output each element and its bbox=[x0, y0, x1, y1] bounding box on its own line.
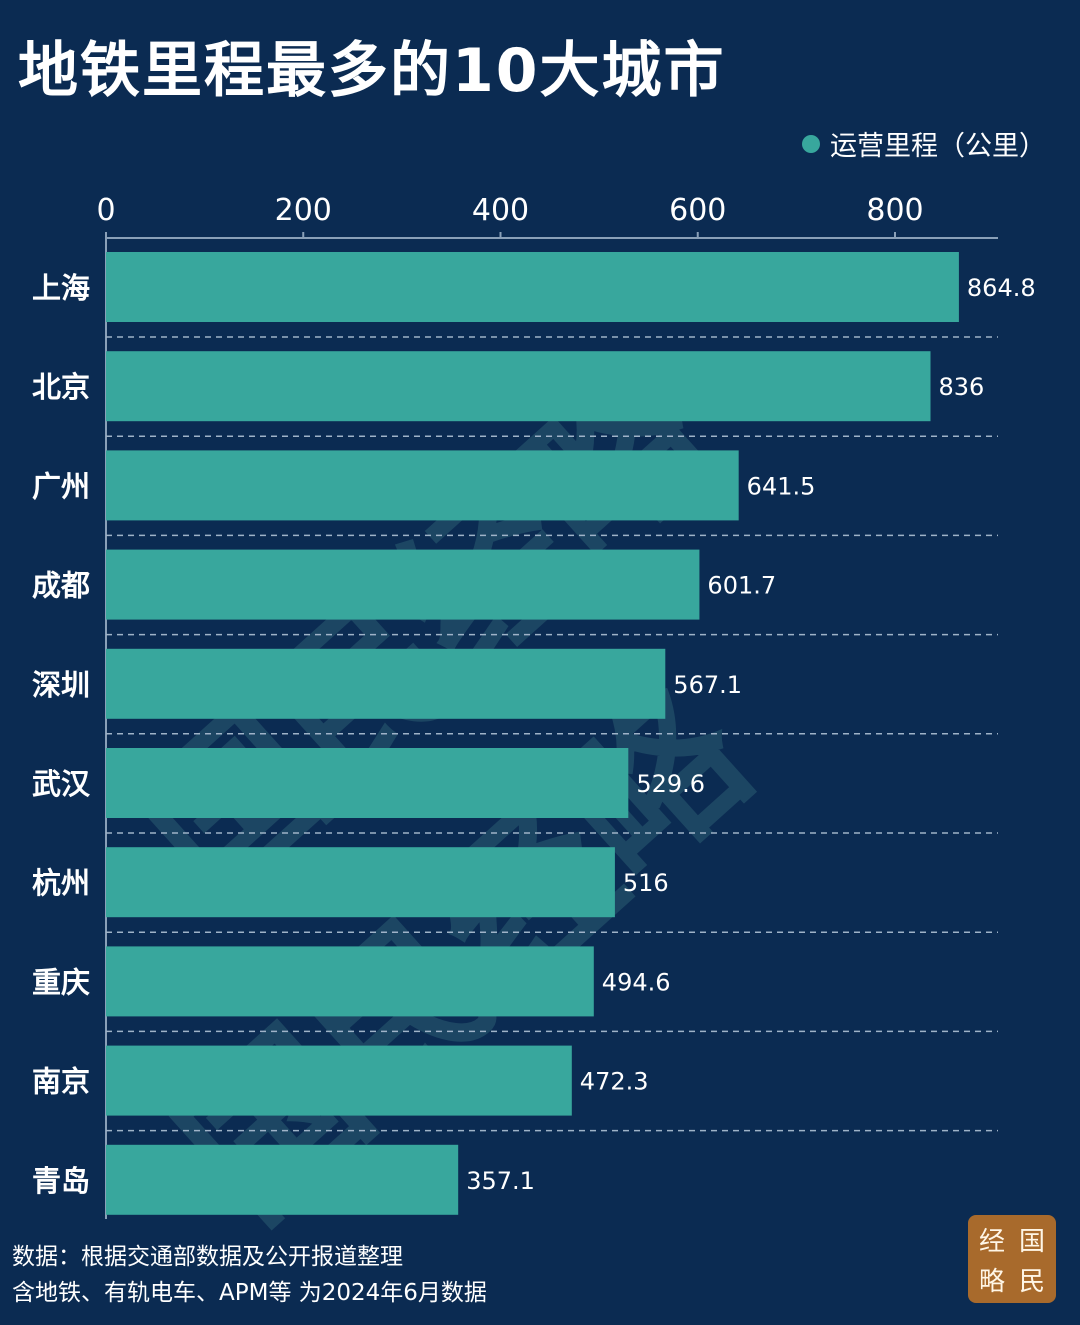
legend-swatch bbox=[802, 134, 820, 153]
value-label: 601.7 bbox=[707, 572, 776, 600]
category-label: 武汉 bbox=[32, 767, 91, 801]
category-label: 上海 bbox=[32, 271, 90, 305]
stamp-char: 略 bbox=[978, 1266, 1005, 1297]
category-label: 青岛 bbox=[32, 1164, 90, 1198]
x-tick-label: 400 bbox=[472, 193, 529, 228]
value-label: 529.6 bbox=[636, 770, 705, 798]
x-tick-label: 800 bbox=[866, 193, 923, 228]
value-label: 472.3 bbox=[580, 1068, 649, 1096]
bar bbox=[106, 1144, 459, 1215]
chart-title: 地铁里程最多的10大城市 bbox=[18, 36, 726, 106]
bar bbox=[106, 847, 615, 918]
value-label: 516 bbox=[623, 869, 669, 897]
x-tick-label: 600 bbox=[669, 193, 726, 228]
brand-stamp: 经 国 略 民 bbox=[968, 1215, 1056, 1303]
stamp-char: 经 bbox=[978, 1226, 1005, 1257]
legend-label: 运营里程（公里） bbox=[830, 131, 1046, 162]
x-tick-label: 200 bbox=[275, 193, 332, 228]
value-label: 357.1 bbox=[466, 1167, 535, 1195]
footer-note: 含地铁、有轨电车、APM等 为2024年6月数据 bbox=[12, 1280, 487, 1306]
bar-chart: 0 200 400 600 800 上海 864.8 北京 836 广州 641.5 成都 601.7 深… bbox=[32, 193, 1036, 1219]
footer: 数据：根据交通部数据及公开报道整理 含地铁、有轨电车、APM等 为2024年6月… bbox=[12, 1239, 487, 1311]
value-label: 864.8 bbox=[967, 274, 1036, 302]
bar bbox=[106, 252, 959, 322]
stamp-char: 国 bbox=[1018, 1226, 1045, 1257]
bar bbox=[106, 450, 739, 521]
bar bbox=[106, 648, 666, 719]
category-label: 南京 bbox=[32, 1065, 90, 1099]
bar bbox=[106, 351, 931, 422]
category-label: 广州 bbox=[32, 469, 90, 503]
bar bbox=[106, 946, 594, 1017]
value-label: 641.5 bbox=[747, 472, 816, 500]
stamp-char: 民 bbox=[1018, 1266, 1045, 1297]
value-label: 494.6 bbox=[602, 968, 671, 996]
legend: 运营里程（公里） bbox=[802, 124, 1046, 163]
value-label: 836 bbox=[939, 373, 985, 401]
category-label: 杭州 bbox=[32, 866, 90, 900]
value-label: 567.1 bbox=[673, 671, 742, 699]
category-label: 深圳 bbox=[32, 668, 90, 702]
x-tick-label: 0 bbox=[96, 193, 115, 228]
bar bbox=[106, 1045, 572, 1116]
bar bbox=[106, 748, 629, 818]
category-label: 成都 bbox=[32, 569, 90, 603]
bar bbox=[106, 549, 700, 620]
category-label: 北京 bbox=[32, 370, 90, 404]
footer-source: 数据：根据交通部数据及公开报道整理 bbox=[12, 1244, 403, 1270]
category-label: 重庆 bbox=[32, 965, 90, 999]
